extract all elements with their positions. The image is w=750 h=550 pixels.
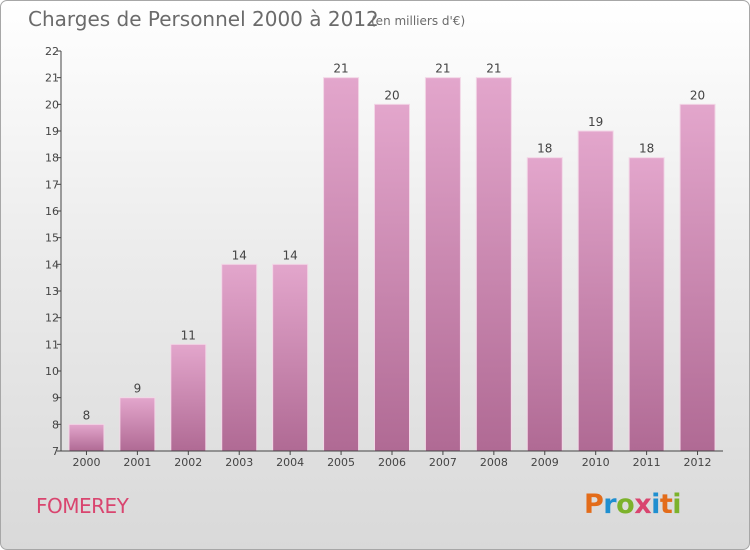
value-label-2000: 8 [83, 408, 91, 422]
bars-group [68, 77, 716, 452]
x-tick-label-2002: 2002 [174, 456, 202, 469]
bar-2007 [424, 77, 461, 452]
bar-2006 [374, 103, 410, 452]
x-tick-label-2009: 2009 [531, 456, 559, 469]
y-tick-label-7: 7 [52, 445, 59, 458]
value-label-2002: 11 [181, 328, 196, 342]
commune-name: FOMEREY [36, 494, 129, 518]
x-tick-label-2001: 2001 [123, 456, 151, 469]
bar-2012 [679, 103, 716, 452]
y-tick-label-21: 21 [45, 72, 59, 85]
y-tick-label-18: 18 [45, 152, 59, 165]
value-label-2012: 20 [690, 88, 705, 102]
bar-2005 [323, 77, 360, 452]
x-tick-label-2008: 2008 [480, 456, 508, 469]
x-tick-label-2000: 2000 [72, 456, 100, 469]
x-tick-label-2007: 2007 [429, 456, 457, 469]
labels-group: 8 2000 9 2001 11 2002 14 2003 14 2004 21 2005 20 2006… [45, 45, 712, 469]
chart-title: Charges de Personnel 2000 à 2012 [28, 7, 379, 31]
axes-group [57, 50, 723, 455]
x-tick-label-2010: 2010 [582, 456, 610, 469]
bar-2011 [628, 157, 665, 452]
value-label-2008: 21 [486, 62, 501, 76]
bar-2002 [170, 343, 207, 452]
proxiti-logo: Proxiti [584, 489, 682, 520]
value-label-2009: 18 [537, 142, 552, 156]
value-label-2003: 14 [232, 248, 247, 262]
y-tick-label-17: 17 [45, 178, 59, 191]
value-label-2005: 21 [333, 62, 348, 76]
bar-2003 [221, 263, 258, 452]
y-tick-label-10: 10 [45, 365, 59, 378]
bar-2010 [577, 130, 614, 452]
x-tick-label-2012: 2012 [684, 456, 712, 469]
y-tick-label-13: 13 [45, 285, 59, 298]
y-tick-label-8: 8 [52, 418, 59, 431]
value-label-2007: 21 [435, 62, 450, 76]
bar-2009 [526, 157, 563, 452]
bar-2000 [68, 423, 105, 452]
value-label-2010: 19 [588, 115, 603, 129]
bar-2001 [119, 397, 156, 452]
y-tick-label-19: 19 [45, 125, 59, 138]
value-label-2011: 18 [639, 142, 654, 156]
y-tick-label-20: 20 [45, 98, 59, 111]
x-tick-label-2004: 2004 [276, 456, 304, 469]
y-tick-label-15: 15 [45, 232, 59, 245]
value-label-2006: 20 [384, 88, 399, 102]
x-tick-label-2011: 2011 [633, 456, 661, 469]
value-label-2001: 9 [134, 382, 142, 396]
x-tick-label-2005: 2005 [327, 456, 355, 469]
bar-2004 [272, 263, 309, 452]
y-tick-label-16: 16 [45, 205, 59, 218]
bar-2008 [475, 77, 512, 452]
y-tick-label-9: 9 [52, 392, 59, 405]
value-label-2004: 14 [283, 248, 298, 262]
x-tick-label-2003: 2003 [225, 456, 253, 469]
y-tick-label-11: 11 [45, 338, 59, 351]
y-tick-label-12: 12 [45, 312, 59, 325]
y-tick-label-14: 14 [45, 258, 59, 271]
x-tick-label-2006: 2006 [378, 456, 406, 469]
y-tick-label-22: 22 [45, 45, 59, 58]
chart-subtitle: (en milliers d'€) [371, 14, 466, 28]
